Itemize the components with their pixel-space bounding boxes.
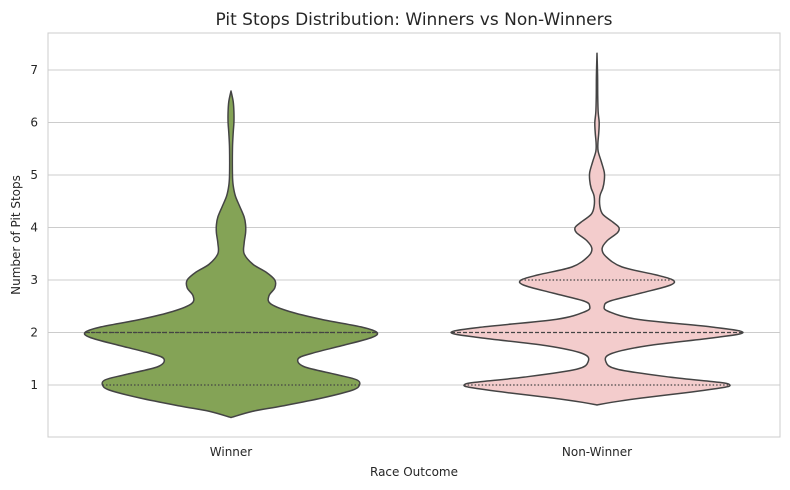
y-tick-label: 5 [30,168,38,182]
violin-non-winner [450,52,744,406]
x-tick-labels: Winner Non-Winner [210,445,632,459]
y-tick-label: 3 [30,273,38,287]
y-axis-label: Number of Pit Stops [9,175,23,295]
y-tick-label: 4 [30,221,38,235]
x-tick-label: Non-Winner [562,445,632,459]
chart-title: Pit Stops Distribution: Winners vs Non-W… [216,10,613,30]
y-tick-label: 1 [30,378,38,392]
x-tick-label: Winner [210,445,253,459]
plot-frame [47,32,781,438]
y-tick-labels: 1 2 3 4 5 6 7 [30,63,38,392]
violin-winner [83,90,379,419]
y-tick-label: 6 [30,116,38,130]
violins [83,52,744,419]
x-axis-label: Race Outcome [370,465,458,479]
y-tick-label: 2 [30,326,38,340]
y-tick-label: 7 [30,63,38,77]
